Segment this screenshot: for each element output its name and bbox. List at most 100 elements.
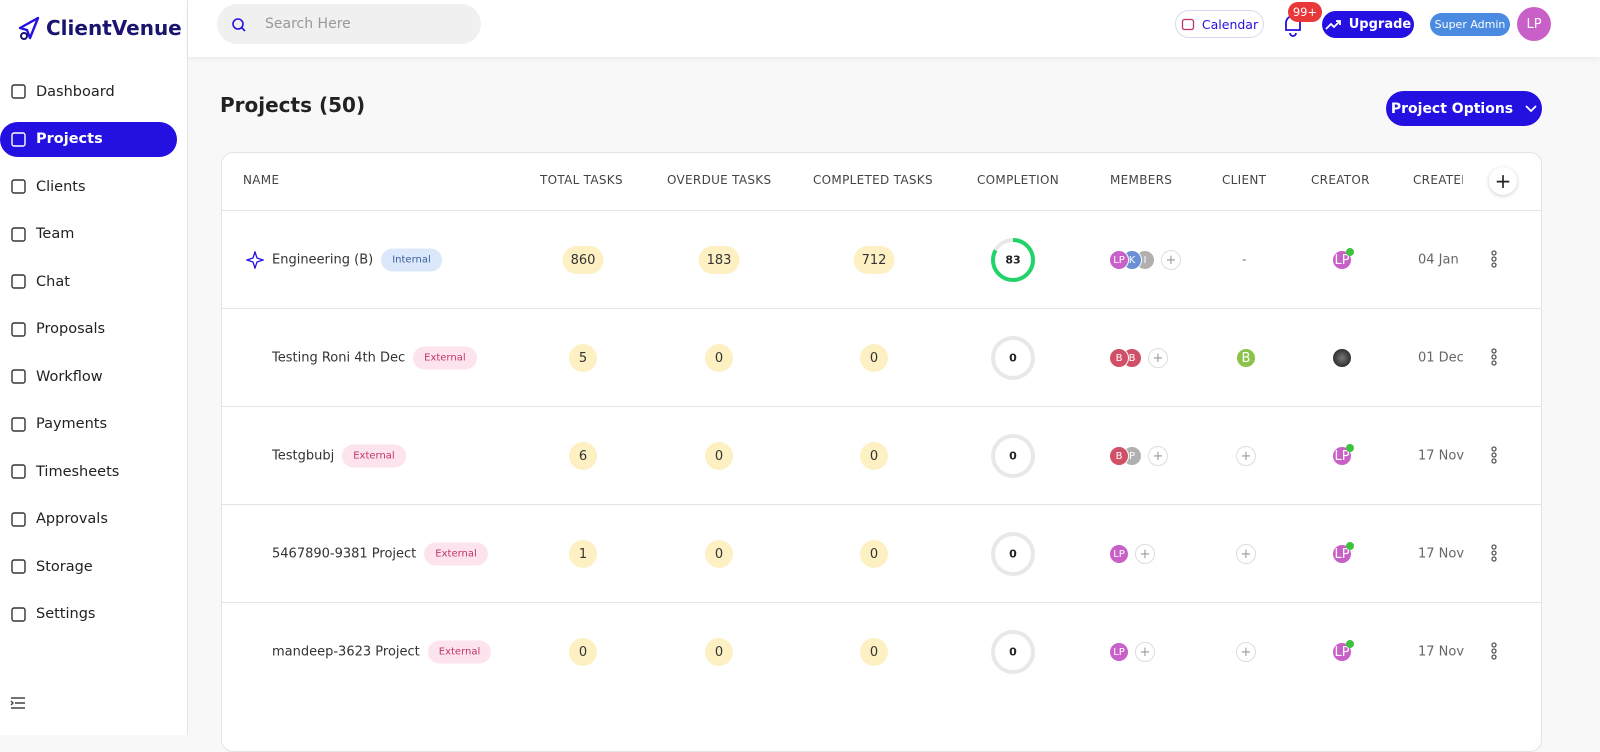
created-date: 04 Jan <box>1418 252 1459 268</box>
nav-label: Timesheets <box>36 463 120 480</box>
add-column-button[interactable]: + <box>1489 167 1517 195</box>
ring-track <box>991 336 1035 380</box>
row-menu[interactable] <box>1490 446 1498 464</box>
members-cell: LP K I + <box>1109 250 1181 270</box>
members-cell: B B + <box>1109 348 1168 368</box>
menu-dot <box>1491 642 1497 648</box>
sidebar: ClientVenue Dashboard Projects Clients Team… <box>0 0 188 735</box>
completion-ring <box>991 532 1035 576</box>
nav-item[interactable]: Timesheets <box>0 454 177 489</box>
table-row[interactable]: Testgbubj External 6 0 0 0 B P + + LP 17 Nov <box>222 406 1541 504</box>
members-cell: LP + <box>1109 544 1155 564</box>
created-date: 17 Nov <box>1418 546 1465 562</box>
project-options-button[interactable]: Project Options <box>1386 91 1542 126</box>
completion-ring <box>991 238 1035 282</box>
nav-item[interactable]: Chat <box>0 264 177 299</box>
table-row[interactable]: mandeep-3623 Project External 0 0 0 0 LP + + LP 17… <box>222 602 1541 700</box>
name-cell: Engineering (B) Internal <box>272 248 442 272</box>
upgrade-button[interactable]: Upgrade <box>1322 11 1414 38</box>
nav-label: Dashboard <box>36 83 115 100</box>
members-cell: B P + <box>1109 446 1168 466</box>
menu-dot <box>1491 250 1497 256</box>
ring-track <box>991 532 1035 576</box>
add-member[interactable]: + <box>1148 446 1168 466</box>
creator-avatar: LP <box>1332 544 1352 564</box>
table-row[interactable]: Engineering (B) Internal 860 183 712 83 LP K I + -… <box>222 210 1541 308</box>
nav-label: Storage <box>36 558 93 575</box>
menu-dot <box>1491 354 1497 360</box>
add-member[interactable]: + <box>1135 642 1155 662</box>
search-placeholder: Search Here <box>265 16 351 32</box>
calendar-button[interactable]: Calendar <box>1175 10 1264 38</box>
menu-dot <box>1491 556 1497 562</box>
nav-item[interactable]: Clients <box>0 169 177 204</box>
add-client[interactable]: + <box>1236 446 1256 466</box>
logo[interactable]: ClientVenue <box>16 14 182 42</box>
row-menu[interactable] <box>1490 544 1498 562</box>
count-pill: 0 <box>705 442 733 470</box>
row-menu[interactable] <box>1490 348 1498 366</box>
add-member[interactable]: + <box>1135 544 1155 564</box>
nav-icon-shape <box>11 84 26 99</box>
member-avatar: B <box>1109 348 1129 368</box>
menu-dot <box>1491 446 1497 452</box>
calendar-label: Calendar <box>1201 16 1259 32</box>
count-pill: 0 <box>860 540 888 568</box>
user-avatar[interactable]: LP <box>1517 7 1551 41</box>
online-dot <box>1346 444 1354 452</box>
project-name[interactable]: Testgbubj <box>272 448 335 464</box>
notification-badge: 99+ <box>1288 2 1322 22</box>
table-row[interactable]: Testing Roni 4th Dec External 5 0 0 0 B B + B 01 D… <box>222 308 1541 406</box>
nav-icon <box>11 321 26 337</box>
nav-item[interactable]: Settings <box>0 597 177 632</box>
add-client[interactable]: + <box>1236 544 1256 564</box>
count-pill: 860 <box>562 246 604 274</box>
online-dot <box>1346 248 1354 256</box>
nav-item[interactable]: Workflow <box>0 359 177 394</box>
collapse-icon[interactable] <box>10 696 26 710</box>
column-header: COMPLETION <box>977 173 1059 187</box>
trend-icon <box>1325 19 1341 30</box>
project-tag: External <box>413 346 477 370</box>
menu-dot <box>1491 458 1497 464</box>
role-badge: Super Admin <box>1430 13 1510 36</box>
column-header: OVERDUE TASKS <box>667 173 772 187</box>
add-member[interactable]: + <box>1148 348 1168 368</box>
search-box[interactable]: Search Here <box>217 4 481 44</box>
nav-item[interactable]: Projects <box>0 121 177 157</box>
nav-icon <box>11 274 26 289</box>
nav-icon-shape <box>11 226 26 242</box>
column-header: CLIENT <box>1222 173 1267 187</box>
calendar-icon <box>1181 18 1195 31</box>
column-header: CREATOR <box>1311 173 1370 187</box>
project-name[interactable]: 5467890-9381 Project <box>272 546 417 562</box>
nav-item[interactable]: Payments <box>0 407 177 442</box>
row-menu[interactable] <box>1490 642 1498 660</box>
table-row[interactable]: 5467890-9381 Project External 1 0 0 0 LP + + LP 17… <box>222 504 1541 602</box>
nav-label: Projects <box>36 131 103 147</box>
nav-label: Settings <box>36 606 96 622</box>
column-header: TOTAL TASKS <box>540 173 623 187</box>
project-name[interactable]: Testing Roni 4th Dec <box>272 350 406 366</box>
nav-item[interactable]: Dashboard <box>0 74 177 109</box>
nav-item[interactable]: Storage <box>0 549 177 584</box>
nav-item[interactable]: Team <box>0 217 177 252</box>
nav-label: Workflow <box>36 368 103 385</box>
project-name[interactable]: mandeep-3623 Project <box>272 644 420 660</box>
nav-icon <box>11 606 26 622</box>
nav-icon-shape <box>11 179 26 194</box>
star-icon[interactable] <box>246 251 264 269</box>
ring-track <box>991 434 1035 478</box>
project-name[interactable]: Engineering (B) <box>272 252 374 268</box>
notification-count: 99+ <box>1292 5 1318 19</box>
online-dot <box>1346 542 1354 550</box>
nav-item[interactable]: Approvals <box>0 502 177 537</box>
nav-icon-shape <box>11 464 26 479</box>
nav-item[interactable]: Proposals <box>0 312 177 347</box>
completion-ring <box>991 630 1035 674</box>
row-menu[interactable] <box>1490 250 1498 268</box>
add-client[interactable]: + <box>1236 642 1256 662</box>
project-tag: External <box>427 640 492 664</box>
add-member[interactable]: + <box>1161 250 1181 270</box>
project-options-label: Project Options <box>1390 100 1514 117</box>
